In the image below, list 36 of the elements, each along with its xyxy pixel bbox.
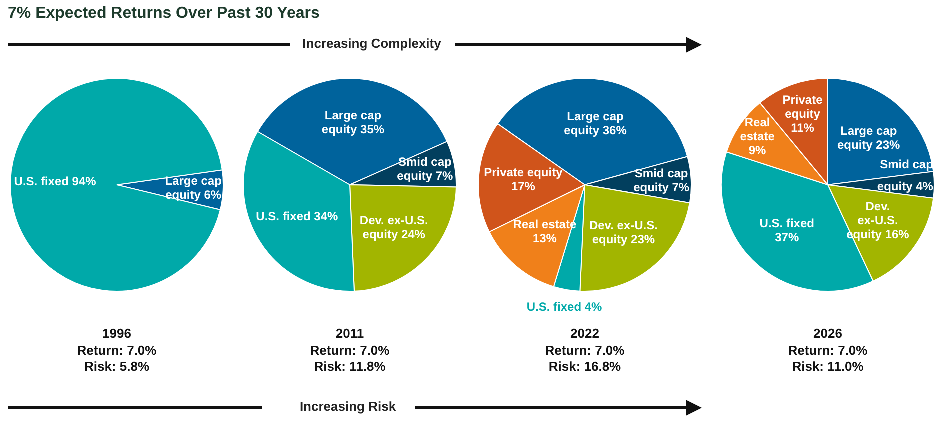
text: Return: 7.0% (309, 343, 391, 359)
text: Risk: 16.8% (548, 359, 622, 375)
data-label: 11% (791, 121, 815, 136)
text: Return: 7.0% (787, 343, 869, 359)
text: Risk: 11.0% (791, 359, 865, 375)
text: 1996 (102, 326, 132, 341)
slice-label: U.S. fixed (760, 216, 814, 231)
slice-label: Dev. ex-U.S. equity 24% (360, 214, 428, 242)
data-label: 9% (748, 143, 767, 158)
text: Risk: 5.8% (83, 359, 151, 375)
slice-label: U.S. fixed 4% (526, 300, 603, 314)
slice-label: Smid cap equity 4% (877, 157, 934, 194)
data-label: 13% (532, 231, 558, 246)
text: Increasing Risk (292, 399, 404, 414)
text: Increasing Complexity (294, 36, 450, 51)
slice-label: Smid cap equity 7% (397, 155, 454, 184)
slice-label: Smid cap equity 7% (634, 166, 690, 195)
slice-label: Large cap equity 6% (165, 174, 222, 202)
slice-label: Dev. ex-U.S. equity 23% (589, 218, 658, 246)
slice-label: U.S. fixed 94% (14, 174, 97, 188)
slice-label: U.S. fixed 34% (256, 209, 339, 224)
slice-label: Large cap equity 35% (322, 108, 385, 137)
text: 2022 (570, 326, 600, 341)
text: Return: 7.0% (76, 343, 158, 359)
data-label: 37% (775, 230, 800, 245)
slice-label: Large cap equity 36% (564, 109, 628, 138)
slice-label: Private equity (782, 93, 824, 122)
slice-label: Large cap equity 23% (838, 124, 901, 152)
text: 7% Expected Returns Over Past 30 Years (8, 5, 320, 23)
text: Risk: 11.8% (313, 359, 387, 375)
text: Return: 7.0% (544, 343, 626, 359)
slice-label: Real estate (740, 115, 776, 144)
text: 2026 (812, 326, 844, 341)
text: 2011 (334, 326, 366, 341)
data-label: 17% (511, 180, 536, 194)
slice-label: Private equity (484, 166, 564, 180)
